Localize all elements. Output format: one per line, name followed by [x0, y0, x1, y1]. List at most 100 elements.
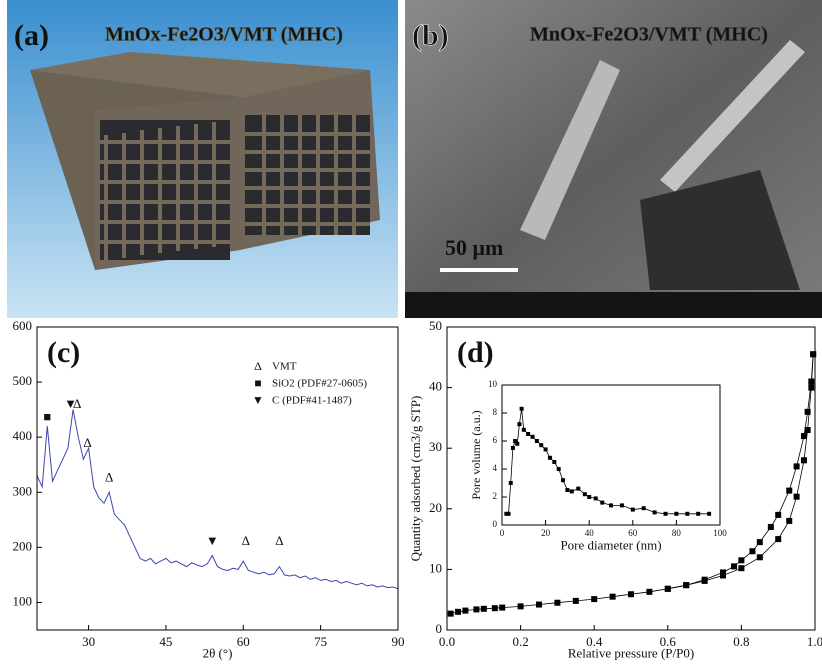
- legend-label: SiO2 (PDF#27-0605): [272, 378, 367, 390]
- marker: [600, 500, 605, 505]
- series-line: [450, 354, 814, 614]
- panel-label: (c): [47, 336, 80, 369]
- marker: [630, 507, 635, 512]
- marker: [530, 434, 535, 439]
- y-tick-label: 30: [429, 439, 442, 454]
- marker: [510, 446, 515, 450]
- y-tick-label: 600: [13, 318, 33, 333]
- y-axis-label: Pore volume (a.u.): [469, 410, 483, 499]
- marker: [582, 492, 587, 497]
- marker: [738, 565, 745, 572]
- y-tick-label: 200: [13, 538, 33, 553]
- legend-label: C (PDF#41-1487): [272, 395, 352, 407]
- marker: [508, 481, 513, 485]
- marker: [534, 439, 539, 443]
- panel-label: (b): [412, 19, 449, 52]
- y-tick-label: 6: [493, 435, 498, 445]
- marker: [591, 596, 598, 603]
- marker: [609, 503, 613, 508]
- marker: [576, 486, 581, 491]
- x-tick-label: 1.0: [807, 634, 822, 649]
- marker: [462, 607, 469, 614]
- x-tick-label: 0.2: [512, 634, 528, 649]
- x-tick-label: 40: [585, 528, 595, 538]
- y-tick-label: 8: [493, 407, 498, 417]
- marker: [506, 511, 511, 516]
- marker: [786, 517, 793, 524]
- peak-marker: Δ: [242, 533, 250, 548]
- y-tick-label: 20: [429, 500, 442, 515]
- marker: [696, 511, 701, 516]
- panel-label: (d): [457, 336, 494, 369]
- plot-frame: [446, 326, 816, 631]
- marker: [593, 496, 598, 501]
- x-tick-label: 0.4: [586, 634, 603, 649]
- marker: [587, 495, 592, 499]
- marker: [800, 457, 807, 464]
- y-tick-label: 50: [429, 318, 442, 333]
- marker: [480, 605, 487, 612]
- marker: [707, 511, 712, 516]
- marker: [664, 585, 671, 592]
- marker: [473, 606, 480, 613]
- marker: [786, 487, 793, 494]
- marker: [519, 406, 524, 411]
- x-tick-label: 80: [672, 528, 682, 538]
- marker: [572, 597, 579, 604]
- marker: [521, 427, 526, 432]
- y-tick-label: 40: [429, 379, 442, 394]
- x-tick-label: 100: [713, 528, 727, 538]
- marker: [547, 455, 552, 460]
- peak-marker: ■: [43, 409, 51, 424]
- marker: [539, 443, 544, 448]
- peak-marker: Δ: [83, 435, 91, 450]
- y-tick-label: 10: [488, 379, 498, 389]
- marker: [517, 422, 522, 427]
- marker: [808, 384, 815, 391]
- scale-bar-label: 50 μm: [445, 235, 503, 260]
- x-axis-label: Pore diameter (nm): [560, 538, 661, 553]
- marker: [720, 569, 726, 576]
- legend-symbol: ▼: [252, 393, 264, 407]
- marker: [447, 610, 454, 617]
- inset-background: [502, 385, 720, 525]
- marker: [731, 563, 738, 570]
- marker: [756, 539, 763, 546]
- marker: [641, 506, 646, 511]
- y-tick-label: 400: [13, 428, 33, 443]
- x-tick-label: 0: [500, 528, 505, 538]
- marker: [683, 582, 690, 589]
- x-tick-label: 60: [237, 634, 250, 649]
- marker: [517, 603, 524, 610]
- photo-a: (a) MnOx-Fe2O3/VMT (MHC): [7, 0, 398, 318]
- legend-label: VMT: [272, 361, 297, 373]
- marker: [775, 511, 782, 518]
- legend-symbol: ■: [254, 376, 261, 390]
- x-axis-label: 2θ (°): [203, 646, 233, 661]
- marker: [800, 433, 807, 440]
- y-tick-label: 500: [13, 373, 33, 388]
- y-tick-label: 100: [13, 593, 33, 608]
- panel-caption: MnOx-Fe2O3/VMT (MHC): [530, 24, 768, 46]
- peak-marker: ▼: [206, 533, 219, 548]
- marker: [556, 467, 561, 471]
- peak-marker: ▼: [64, 396, 77, 411]
- marker: [561, 478, 566, 483]
- y-tick-label: 10: [429, 560, 442, 575]
- plot-frame: [36, 326, 399, 631]
- x-tick-label: 0.0: [439, 634, 455, 649]
- x-tick-label: 60: [628, 528, 638, 538]
- marker: [609, 593, 616, 600]
- x-tick-label: 20: [541, 528, 551, 538]
- y-tick-label: 300: [13, 483, 33, 498]
- marker: [685, 511, 690, 516]
- y-axis-label: Quantity adsorbed (cm3/g STP): [408, 396, 423, 562]
- peak-marker: Δ: [275, 533, 283, 548]
- marker: [808, 378, 815, 385]
- marker: [504, 511, 509, 516]
- marker: [569, 489, 574, 494]
- marker: [513, 439, 518, 443]
- x-tick-label: 45: [159, 634, 172, 649]
- marker: [810, 351, 817, 358]
